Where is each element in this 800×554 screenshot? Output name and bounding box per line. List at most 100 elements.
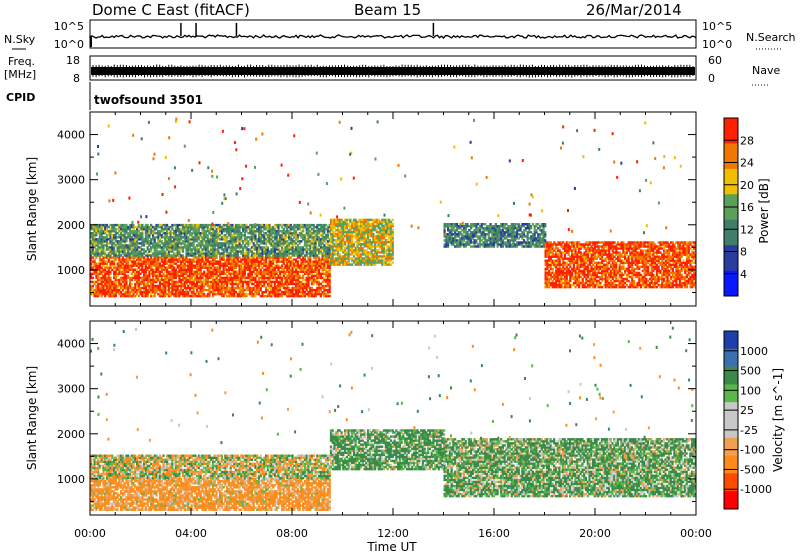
- power-cell: [206, 266, 209, 269]
- power-cell: [443, 231, 446, 234]
- power-cell: [250, 292, 253, 296]
- power-cell: [100, 252, 103, 255]
- power-cell: [273, 280, 276, 284]
- power-cell: [336, 255, 340, 258]
- power-cell: [291, 225, 294, 229]
- power-cell: [388, 220, 391, 224]
- power-cell: [123, 246, 126, 249]
- power-cell: [261, 236, 264, 239]
- power-cell: [300, 254, 303, 257]
- power-cell: [231, 238, 234, 241]
- power-cell: [257, 266, 261, 269]
- power-cell: [143, 262, 146, 265]
- power-cell: [118, 268, 121, 272]
- power-cell: [291, 238, 294, 241]
- power-cell: [268, 284, 271, 288]
- power-cell: [268, 286, 271, 290]
- power-cell: [382, 261, 386, 264]
- power-cell: [120, 250, 123, 253]
- power-cell: [349, 224, 352, 228]
- power-cell: [361, 232, 364, 236]
- power-cell: [454, 231, 457, 234]
- power-cell: [236, 262, 239, 265]
- power-cell: [238, 236, 241, 239]
- power-cell: [123, 276, 126, 280]
- power-cell: [289, 260, 292, 263]
- power-cell: [185, 246, 188, 249]
- power-cell: [134, 278, 137, 282]
- power-cell: [329, 232, 333, 236]
- power-cell: [305, 288, 308, 292]
- power-cell: [265, 254, 268, 257]
- power-cell: [273, 246, 276, 249]
- power-cell: [144, 290, 147, 294]
- power-cell: [288, 272, 291, 276]
- power-cell: [98, 225, 101, 229]
- power-cell: [178, 294, 181, 298]
- power-cell: [111, 242, 114, 245]
- power-cell: [279, 254, 282, 257]
- power-cell: [105, 292, 109, 296]
- power-cell: [164, 278, 167, 282]
- power-cell: [365, 259, 368, 262]
- power-cell: [203, 278, 206, 282]
- power-cell: [174, 230, 177, 233]
- power-cell: [113, 262, 116, 265]
- power-cell: [203, 266, 206, 269]
- power-cell: [462, 225, 466, 228]
- power-cell: [146, 225, 149, 229]
- power-cell: [375, 253, 378, 256]
- power-cell: [187, 268, 190, 272]
- power-cell: [265, 250, 268, 253]
- power-cell: [266, 266, 269, 269]
- power-cell: [153, 242, 156, 245]
- power-cell: [187, 246, 190, 249]
- power-cell: [295, 284, 298, 288]
- power-cell: [272, 272, 275, 276]
- power-cell: [335, 247, 338, 250]
- power-cell: [349, 239, 352, 242]
- power-cell: [345, 234, 348, 238]
- power-cell: [136, 246, 139, 249]
- power-cell: [457, 235, 460, 238]
- power-cell: [328, 223, 331, 227]
- power-cell: [199, 256, 202, 259]
- power-cell: [160, 230, 163, 233]
- power-cell: [321, 248, 324, 251]
- power-cell: [243, 260, 246, 263]
- power-cell: [151, 268, 155, 272]
- power-cell: [148, 232, 151, 235]
- power-cell: [367, 230, 370, 234]
- power-cell: [187, 286, 190, 290]
- power-cell: [136, 262, 139, 265]
- power-cell: [162, 264, 165, 267]
- power-cell: [196, 234, 199, 237]
- power-cell: [91, 286, 94, 290]
- power-cell: [473, 233, 476, 236]
- power-cell: [167, 270, 170, 274]
- power-cell: [259, 246, 262, 249]
- power-cell: [247, 262, 250, 265]
- power-cell: [280, 246, 284, 249]
- power-cell: [319, 230, 322, 233]
- power-cell: [132, 286, 135, 290]
- power-cell: [280, 282, 284, 286]
- power-cell: [318, 290, 321, 294]
- power-cell: [157, 272, 160, 276]
- power-cell: [310, 272, 314, 276]
- power-cell: [93, 272, 96, 276]
- power-cell: [242, 270, 245, 274]
- power-cell: [151, 246, 155, 249]
- power-cell: [319, 282, 322, 286]
- power-cell: [356, 245, 359, 248]
- power-cell: [363, 220, 366, 224]
- power-cell: [319, 242, 322, 245]
- power-cell: [201, 280, 204, 284]
- power-cell: [484, 243, 487, 246]
- power-cell: [326, 282, 329, 286]
- power-cell: [166, 238, 169, 241]
- power-cell: [266, 230, 269, 233]
- power-cell: [155, 276, 158, 280]
- power-cell: [259, 248, 262, 251]
- power-cell: [143, 260, 146, 263]
